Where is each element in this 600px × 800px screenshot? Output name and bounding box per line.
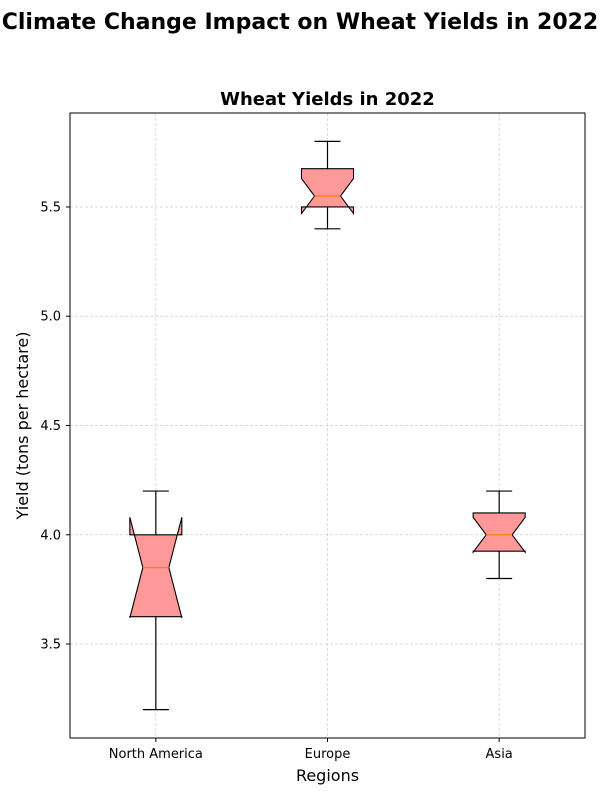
- x-tick-label: Europe: [305, 747, 351, 762]
- x-tick-label: Asia: [486, 747, 513, 762]
- figure-suptitle: Climate Change Impact on Wheat Yields in…: [1, 10, 599, 35]
- y-tick-label: 4.0: [40, 528, 61, 543]
- boxes-layer: [129, 140, 526, 711]
- x-tick-label: North America: [109, 747, 203, 762]
- ticks-layer: 3.5 4.0 4.5 5.0 5.5 North America Europe Asia: [40, 200, 512, 762]
- chart-title: Wheat Yields in 2022: [220, 89, 435, 110]
- y-tick-label: 3.5: [40, 638, 61, 653]
- y-tick-label: 5.0: [40, 310, 61, 325]
- y-axis-label: Yield (tons per hectare): [13, 332, 32, 521]
- y-tick-label: 5.5: [40, 200, 61, 215]
- box-asia: [472, 512, 526, 554]
- box-europe: [300, 168, 355, 216]
- y-tick-label: 4.5: [40, 419, 61, 434]
- x-axis-label: Regions: [296, 766, 359, 785]
